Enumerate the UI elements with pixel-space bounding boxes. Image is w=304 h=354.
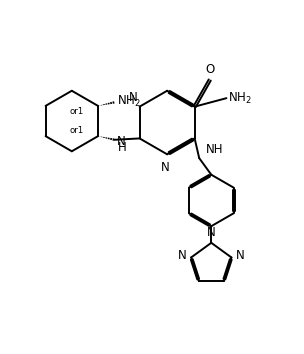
- Text: N: N: [161, 161, 170, 174]
- Text: N: N: [236, 250, 245, 262]
- Text: N: N: [207, 226, 216, 239]
- Text: or1: or1: [69, 107, 84, 116]
- Text: O: O: [205, 63, 214, 76]
- Text: NH: NH: [206, 143, 224, 155]
- Text: or1: or1: [69, 126, 84, 135]
- Text: NH$_2$: NH$_2$: [228, 91, 252, 106]
- Text: N: N: [178, 250, 187, 262]
- Text: NH$_2$: NH$_2$: [117, 94, 140, 109]
- Text: N: N: [129, 91, 137, 104]
- Text: H: H: [118, 142, 126, 154]
- Text: N: N: [117, 135, 126, 148]
